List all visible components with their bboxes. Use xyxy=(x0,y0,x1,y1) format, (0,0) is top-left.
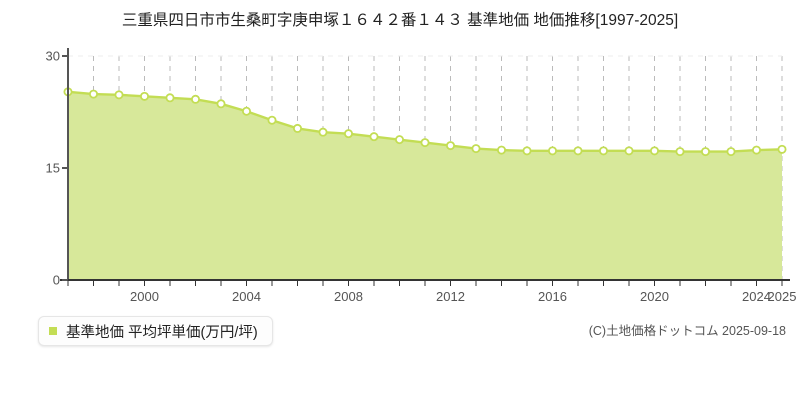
legend-item-label: 基準地価 平均坪単価(万円/坪) xyxy=(66,324,258,341)
x-axis-tick-label: 2024 xyxy=(742,289,771,304)
x-axis-tick-label: 2000 xyxy=(130,289,159,304)
y-axis-tick-label: 30 xyxy=(45,48,60,64)
y-axis-tick-label: 15 xyxy=(45,160,60,176)
x-axis-ticks xyxy=(67,280,783,286)
x-axis-tick-label: 2008 xyxy=(334,289,363,304)
y-axis-ticks xyxy=(62,55,68,281)
area-fill xyxy=(68,91,782,280)
x-axis-tick-label: 2012 xyxy=(436,289,465,304)
chart-legend: 基準地価 平均坪単価(万円/坪) xyxy=(38,316,273,346)
page-title: 三重県四日市市生桑町字庚申塚１６４２番１４３ 基準地価 地価推移[1997-20… xyxy=(121,12,679,29)
y-axis-tick-label: 0 xyxy=(52,272,60,288)
data-point-markers xyxy=(63,87,787,157)
x-axis-tick-label: 2016 xyxy=(538,289,567,304)
x-axis-tick-label: 2025 xyxy=(767,289,797,304)
credit-text: (C)土地価格ドットコム 2025-09-18 xyxy=(588,324,786,338)
x-axis-tick-label: 2004 xyxy=(232,289,261,304)
x-axis-tick-label: 2020 xyxy=(640,289,669,304)
square-marker-icon xyxy=(49,327,57,335)
